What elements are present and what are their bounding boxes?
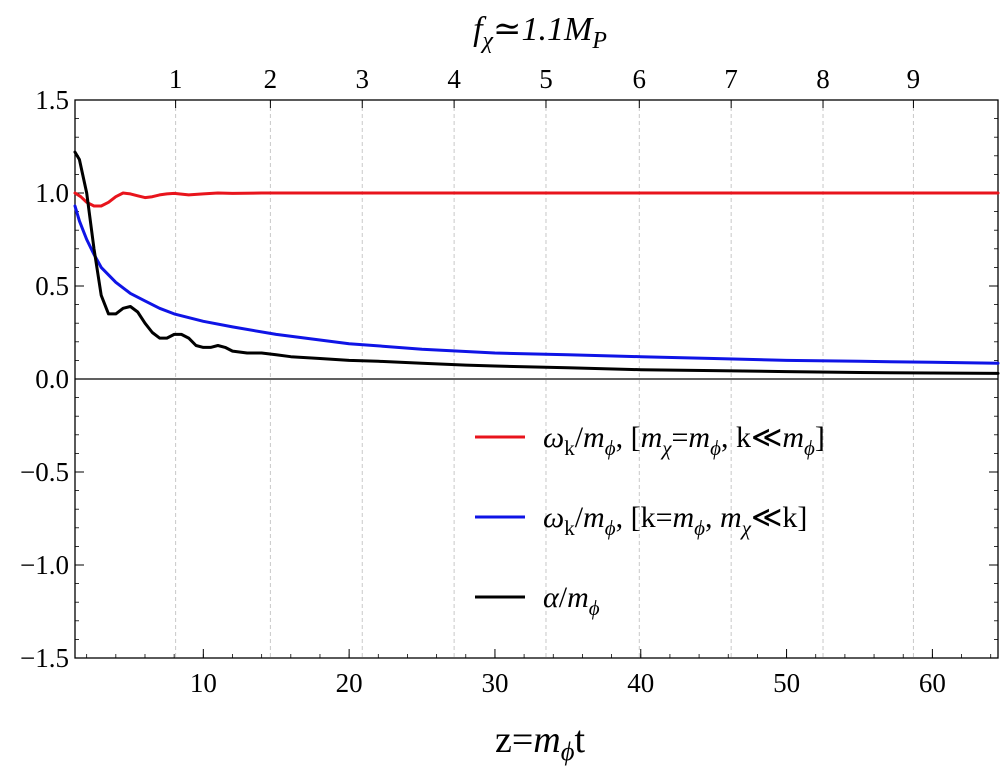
y-tick-label: 0.5 [35,271,69,301]
top-tick-label: 8 [816,64,830,94]
top-axis: 1 2 3 4 5 6 7 8 9 [169,64,920,108]
legend-label-2: ωk/mϕ, [k=mϕ, mχ≪k] [543,501,807,540]
y-tick-label: 1.0 [35,178,69,208]
y-tick-label: −0.5 [20,457,69,487]
top-tick-label: 1 [169,64,183,94]
series-line-1 [73,191,1000,208]
legend: ωk/mϕ, [mχ=mϕ, k≪mϕ] ωk/mϕ, [k=mϕ, mχ≪k] α… [475,421,825,620]
legend-label-1: ωk/mϕ, [mχ=mϕ, k≪mϕ] [543,421,825,460]
x-tick-label: 50 [773,668,800,698]
top-tick-label: 9 [907,64,921,94]
chart-title: fχ≃1.1MP [473,11,607,54]
top-tick-label: 7 [724,64,738,94]
x-tick-label: 30 [481,668,508,698]
series-line-2 [73,204,1000,365]
top-tick-label: 3 [356,64,370,94]
legend-label-3: α/mϕ [543,581,600,620]
x-tick-label: 60 [919,668,946,698]
top-tick-label: 4 [447,64,461,94]
x-tick-label: 10 [190,668,217,698]
x-axis-label: z=mϕt [495,719,586,766]
top-tick-label: 6 [633,64,647,94]
y-tick-label: −1.5 [20,643,69,673]
series-line-3 [73,150,1000,375]
series-group [73,150,1000,375]
y-tick-label: −1.0 [20,550,69,580]
x-tick-label: 20 [336,668,363,698]
y-tick-label: 1.5 [35,85,69,115]
x-tick-label: 40 [627,668,654,698]
y-tick-label: 0.0 [35,364,69,394]
top-tick-label: 5 [539,64,553,94]
x-axis: 10 20 30 40 50 60 [86,649,992,698]
top-tick-label: 2 [264,64,278,94]
